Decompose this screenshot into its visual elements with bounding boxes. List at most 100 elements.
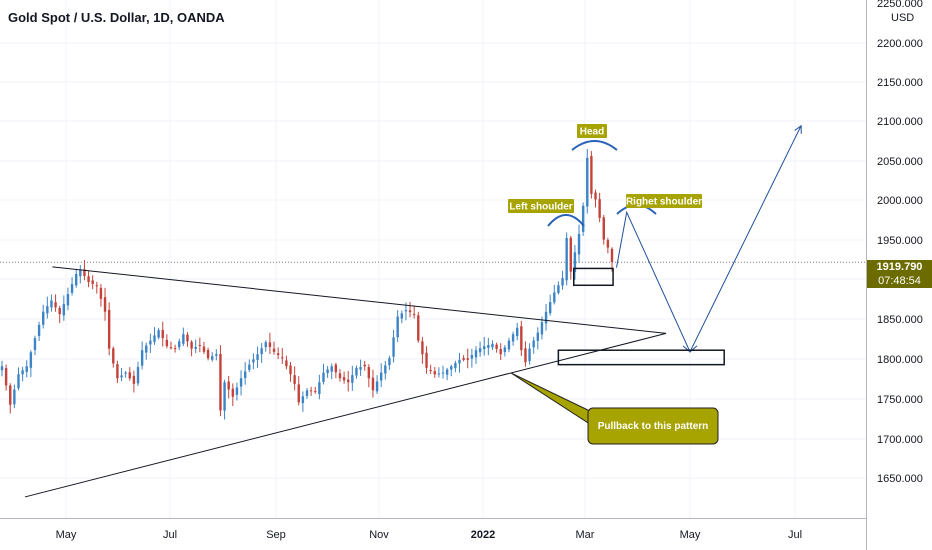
- candle-body: [305, 390, 309, 396]
- candle-body: [540, 322, 544, 335]
- candle-body: [511, 334, 515, 342]
- candle-body: [281, 357, 284, 359]
- candle-body: [474, 350, 478, 358]
- candle-body: [29, 352, 33, 368]
- candle-body: [46, 306, 49, 314]
- candle-body: [375, 381, 379, 392]
- price-axis-border: [866, 0, 867, 550]
- candle-body: [285, 360, 288, 367]
- candle-body: [17, 374, 20, 389]
- candle-body: [548, 302, 552, 314]
- price-tick-label: 2100.000: [877, 116, 923, 128]
- candle-body: [536, 332, 540, 341]
- candle-body: [379, 372, 383, 381]
- candle-body: [462, 358, 465, 360]
- candle-body: [243, 371, 247, 379]
- candle-body: [268, 342, 272, 348]
- candle-body: [264, 342, 267, 348]
- candle-body: [194, 347, 197, 349]
- candle-body: [54, 302, 57, 308]
- candle-body: [342, 377, 346, 381]
- candle-body: [594, 192, 597, 200]
- candle-body: [524, 348, 527, 363]
- candle-body: [573, 252, 577, 272]
- candle-body: [178, 341, 181, 348]
- candle-body: [42, 311, 45, 325]
- left-shoulder-annotation[interactable]: Left shoulder: [508, 199, 574, 213]
- candle-body: [408, 310, 412, 313]
- price-tick-label: 2250.000: [877, 0, 923, 10]
- triangle-upper-line: [52, 266, 667, 334]
- candle-body: [58, 308, 61, 315]
- time-tick-label: Mar: [576, 529, 595, 541]
- time-tick-label: Nov: [369, 529, 389, 541]
- candle-body: [107, 309, 111, 349]
- left-shoulder-label: Left shoulder: [509, 202, 572, 213]
- price-tick-label: 1650.000: [877, 473, 923, 485]
- candle-body: [153, 335, 156, 342]
- right-shoulder-annotation[interactable]: Righet shoulder: [626, 194, 702, 208]
- current-price-tag: 1919.790 07:48:54: [867, 260, 932, 288]
- candle-body: [437, 373, 441, 375]
- candle-body: [421, 341, 424, 355]
- time-axis-border: [0, 518, 866, 519]
- candle-body: [198, 344, 202, 346]
- chart-title: Gold Spot / U.S. Dollar, 1D, OANDA: [8, 10, 225, 25]
- candle-body: [252, 359, 255, 363]
- candle-body: [149, 340, 152, 345]
- candle-body: [173, 348, 177, 350]
- candle-body: [433, 371, 436, 375]
- candle-body: [565, 237, 568, 281]
- candle-body: [483, 346, 486, 350]
- candle-body: [338, 373, 342, 379]
- candle-body: [50, 300, 53, 308]
- candle-body: [454, 363, 457, 369]
- candle-body: [83, 269, 86, 277]
- triangle-lower-line: [24, 332, 667, 498]
- pullback-callout[interactable]: Pullback to this pattern: [510, 372, 719, 445]
- pullback-box: [557, 349, 725, 366]
- candle-body: [186, 334, 189, 342]
- time-axis-labels: May Jul Sep Nov 2022 Mar May Jul: [56, 529, 802, 541]
- candle-body: [314, 391, 317, 393]
- candle-body: [417, 315, 420, 341]
- candle-body: [99, 287, 103, 299]
- price-tick-label: 2000.000: [877, 195, 923, 207]
- candle-body: [425, 352, 428, 368]
- candle-body: [586, 157, 589, 207]
- candle-body: [211, 356, 214, 360]
- pullback-label: Pullback to this pattern: [598, 421, 709, 432]
- candle-body: [231, 388, 235, 397]
- candle-body: [392, 337, 395, 357]
- time-tick-label: Jul: [788, 529, 802, 541]
- candle-body: [0, 366, 4, 371]
- candle-body: [260, 348, 263, 355]
- candle-body: [499, 349, 502, 355]
- candle-body: [124, 372, 127, 374]
- candle-body: [62, 304, 66, 316]
- candle-body: [478, 348, 482, 353]
- candle-body: [503, 347, 507, 353]
- candle-body: [520, 326, 523, 351]
- right-shoulder-label: Righet shoulder: [626, 197, 702, 208]
- candle-body: [388, 358, 391, 366]
- candle-body: [495, 344, 498, 350]
- candle-body: [136, 367, 140, 384]
- candle-body: [219, 354, 222, 411]
- candle-body: [581, 205, 585, 232]
- candle-body: [367, 367, 371, 379]
- candle-body: [239, 378, 243, 387]
- candle-body: [202, 346, 206, 352]
- price-tick-label: 2200.000: [877, 38, 923, 50]
- candle-body: [396, 316, 399, 338]
- head-label: Head: [580, 127, 604, 138]
- candle-body: [458, 359, 461, 364]
- head-annotation[interactable]: Head: [577, 124, 607, 138]
- candle-body: [206, 349, 210, 359]
- candle-body: [553, 292, 556, 303]
- candle-body: [491, 343, 494, 348]
- price-tick-label: 1950.000: [877, 235, 923, 247]
- candle-body: [507, 340, 511, 350]
- candle-body: [400, 313, 403, 319]
